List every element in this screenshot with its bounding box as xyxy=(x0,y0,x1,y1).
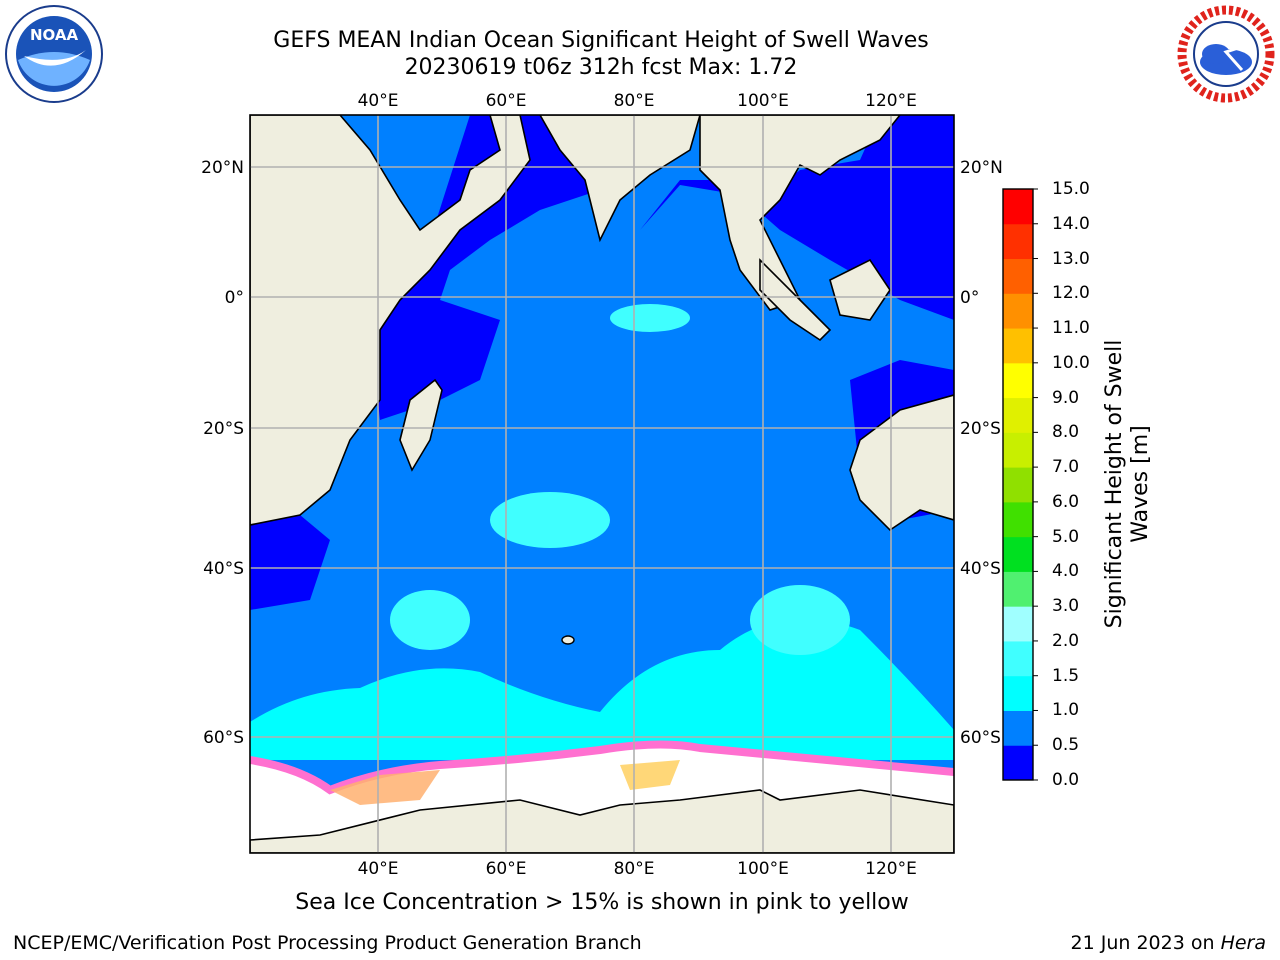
lon-label-top: 100°E xyxy=(737,91,789,111)
lon-label-bottom: 60°E xyxy=(486,859,527,879)
footer-credit: NCEP/EMC/Verification Post Processing Pr… xyxy=(13,932,642,954)
southeast-asia-land xyxy=(699,115,902,311)
sea-ice-edge xyxy=(250,740,954,795)
colorbar-segment xyxy=(1003,501,1033,538)
borneo-land xyxy=(829,258,891,321)
colorbar-tick-label: 1.5 xyxy=(1052,665,1080,686)
kerguelen-island xyxy=(561,635,575,645)
lon-label-top: 60°E xyxy=(486,91,527,111)
colorbar-segment xyxy=(1003,328,1033,364)
swell-patch xyxy=(390,590,470,650)
lon-label-bottom: 100°E xyxy=(737,859,789,879)
colorbar-label: Significant Height of Swell Waves [m] xyxy=(1102,339,1153,629)
colorbar-segment xyxy=(1003,467,1033,503)
map-frame xyxy=(249,114,955,854)
colorbar xyxy=(1003,188,1038,781)
swell-patch xyxy=(750,585,850,655)
sumatra-land xyxy=(759,258,832,342)
colorbar-segment xyxy=(1003,432,1033,468)
graticule xyxy=(250,115,954,853)
sea-ice-patch xyxy=(620,760,680,790)
colorbar-tick-label: 6.0 xyxy=(1052,491,1080,512)
lon-label-bottom: 80°E xyxy=(614,859,655,879)
colorbar-segment xyxy=(1003,362,1033,399)
colorbar-tick-label: 10.0 xyxy=(1052,352,1090,373)
lon-label-top: 80°E xyxy=(614,91,655,111)
colorbar-segment xyxy=(1003,571,1033,607)
lat-label-right: 20°N xyxy=(960,158,1003,178)
swell-patch xyxy=(610,304,690,332)
colorbar-tick-label: 5.0 xyxy=(1052,526,1080,547)
colorbar-segment xyxy=(1003,710,1033,746)
colorbar-tick-label: 15.0 xyxy=(1052,179,1090,199)
lon-label-bottom: 40°E xyxy=(358,859,399,879)
colorbar-segment xyxy=(1003,675,1033,711)
colorbar-segment xyxy=(1003,293,1033,329)
antarctica-land xyxy=(250,789,954,853)
colorbar-tick-label: 9.0 xyxy=(1052,387,1080,408)
noaa-logo-text: NOAA xyxy=(30,26,79,44)
lat-label-right: 0° xyxy=(960,288,979,308)
colorbar-tick-label: 13.0 xyxy=(1052,248,1090,269)
lat-label-left: 20°S xyxy=(203,419,244,439)
sea-ice-patch xyxy=(330,770,440,805)
colorbar-tick-label: 8.0 xyxy=(1052,422,1080,443)
lon-label-bottom: 120°E xyxy=(865,859,917,879)
footer-date: 21 Jun 2023 on Hera xyxy=(1070,932,1266,954)
lat-label-left: 20°N xyxy=(201,158,244,178)
colorbar-segment xyxy=(1003,397,1033,433)
lon-label-top: 40°E xyxy=(358,91,399,111)
colorbar-tick-label: 7.0 xyxy=(1052,457,1080,478)
low-swell-arabian xyxy=(370,115,620,420)
colorbar-segment xyxy=(1003,223,1033,260)
lat-label-left: 60°S xyxy=(203,728,244,748)
colorbar-tick-label: 14.0 xyxy=(1052,213,1090,234)
colorbar-tick-label: 4.0 xyxy=(1052,561,1080,582)
madagascar-land xyxy=(399,378,443,472)
swell-patch xyxy=(490,492,610,548)
india-land xyxy=(539,115,701,243)
colorbar-segment xyxy=(1003,189,1033,225)
colorbar-tick-label: 12.0 xyxy=(1052,283,1090,304)
lat-label-left: 40°S xyxy=(203,559,244,579)
colorbar-tick-label: 0.5 xyxy=(1052,735,1080,756)
africa-arabia-land xyxy=(250,115,531,526)
noaa-logo: NOAA xyxy=(5,5,103,103)
colorbar-tick-label: 11.0 xyxy=(1052,318,1090,339)
colorbar-segment xyxy=(1003,640,1033,677)
colorbar-tick-label: 0.0 xyxy=(1052,770,1080,790)
colorbar-segment xyxy=(1003,536,1033,572)
nws-logo xyxy=(1177,5,1275,103)
lat-label-right: 60°S xyxy=(960,728,1001,748)
colorbar-segment xyxy=(1003,745,1033,781)
lat-label-right: 40°S xyxy=(960,559,1001,579)
colorbar-tick-label: 3.0 xyxy=(1052,596,1080,617)
lat-label-left: 0° xyxy=(225,288,244,308)
colorbar-frame xyxy=(1002,188,1034,781)
colorbar-tick-label: 2.0 xyxy=(1052,630,1080,651)
swell-band-southern xyxy=(250,618,954,760)
lon-label-top: 120°E xyxy=(865,91,917,111)
low-swell-southafrica xyxy=(250,515,330,610)
colorbar-segment xyxy=(1003,606,1033,642)
map-subtitle: 20230619 t06z 312h fcst Max: 1.72 xyxy=(404,55,798,80)
colorbar-segment xyxy=(1003,258,1033,294)
lat-label-right: 20°S xyxy=(960,419,1001,439)
map-title: GEFS MEAN Indian Ocean Significant Heigh… xyxy=(273,28,929,53)
sea-ice-note: Sea Ice Concentration > 15% is shown in … xyxy=(295,890,909,915)
colorbar-tick-label: 1.0 xyxy=(1052,700,1080,721)
